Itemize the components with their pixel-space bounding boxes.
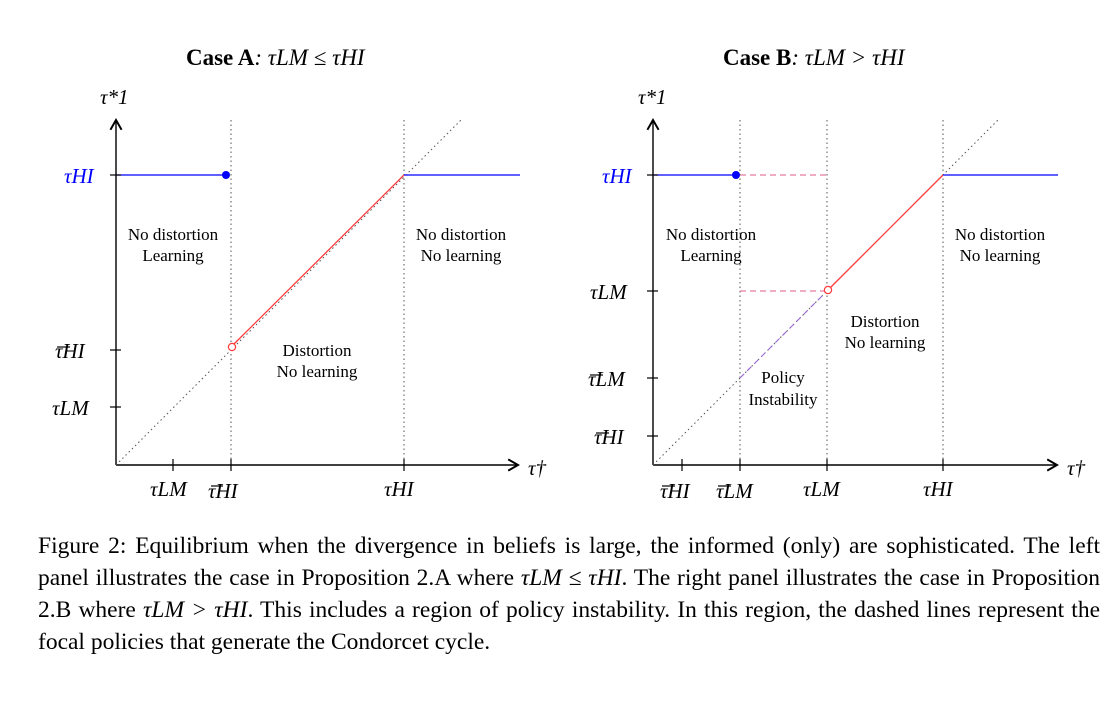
- svg-text:No distortion: No distortion: [955, 225, 1046, 244]
- panel-b-xtick-label-3: τLM: [803, 477, 841, 501]
- caption-part-3: . This includes a region of policy insta…: [38, 597, 1100, 655]
- panel-a-x-axis-label: τ†: [528, 456, 547, 480]
- panel-a-ytick-label-2: τHI: [55, 339, 86, 363]
- svg-text:No distortion: No distortion: [416, 225, 507, 244]
- panel-a-title: Case A: τLM ≤ τHI: [186, 45, 366, 70]
- panel-b-region-2: No distortion No learning: [955, 225, 1046, 265]
- panel-a-xtick-label-2: τHI: [208, 479, 239, 503]
- panel-b-open-dot: [823, 285, 833, 295]
- svg-text:No learning: No learning: [277, 362, 358, 381]
- panel-a-red-line: [233, 174, 405, 345]
- panel-b-region-4: Policy Instability: [749, 368, 818, 409]
- panel-b-ytick-label-2: τLM: [590, 280, 628, 304]
- panel-b-ytick-label-3: τLM: [588, 367, 626, 391]
- panel-b-title-bold: Case B: [723, 45, 791, 70]
- panel-b-xtick-label-1: τHI: [660, 479, 691, 503]
- panel-a-open-dot: [227, 342, 237, 352]
- panel-case-a: Case A: τLM ≤ τHI τ*1 τ† τHI τHI τLM τLM: [52, 45, 547, 503]
- panel-case-b: Case B: τLM > τHI τ*1 τ† τHI τLM τLM: [588, 45, 1086, 503]
- panel-a-title-bold: Case A: [186, 45, 255, 70]
- caption-math-2: τLM > τHI: [143, 597, 248, 623]
- svg-text:No distortion: No distortion: [128, 225, 219, 244]
- panel-a-y-axis-label: τ*1: [100, 85, 129, 109]
- panel-a-region-2: No distortion No learning: [416, 225, 507, 265]
- panel-a-region-3: Distortion No learning: [277, 341, 358, 381]
- caption-part-2: . The right panel illustrates the case i…: [38, 565, 1100, 623]
- panel-a-xtick-label-1: τLM: [150, 477, 188, 501]
- panel-b-title: Case B: τLM > τHI: [723, 45, 906, 70]
- figure-caption: Figure 2: Equilibrium when the divergenc…: [38, 530, 1100, 658]
- svg-text:Distortion: Distortion: [283, 341, 352, 360]
- svg-text:Learning: Learning: [142, 246, 204, 265]
- panel-a-ytick-label-1: τHI: [64, 164, 95, 188]
- panel-b-diagonal: [652, 118, 1000, 466]
- panel-b-x-axis-label: τ†: [1067, 456, 1086, 480]
- panel-a-diagonal: [115, 118, 463, 466]
- panel-b-blue-dot: [732, 171, 740, 179]
- panel-b-ytick-label-4: τHI: [594, 425, 625, 449]
- svg-text:Learning: Learning: [680, 246, 742, 265]
- panel-b-dash-diagonal: [739, 290, 828, 379]
- panel-b-region-1: No distortion Learning: [666, 225, 757, 265]
- panel-b-region-3: Distortion No learning: [845, 312, 926, 352]
- panel-b-y-axis-label: τ*1: [638, 85, 667, 109]
- panel-b-title-math: : τLM > τHI: [791, 45, 905, 70]
- svg-text:Instability: Instability: [749, 390, 818, 409]
- panel-a-region-1: No distortion Learning: [128, 225, 219, 265]
- svg-text:Policy: Policy: [761, 368, 805, 387]
- svg-text:No learning: No learning: [845, 333, 926, 352]
- panel-b-red-line: [829, 174, 944, 289]
- panel-a-xtick-label-3: τHI: [384, 477, 415, 501]
- svg-text:No learning: No learning: [960, 246, 1041, 265]
- caption-part-1: Figure 2: Equilibrium when the divergenc…: [38, 533, 1100, 591]
- caption-math-1: τLM ≤ τHI: [520, 565, 622, 591]
- panel-a-ytick-label-3: τLM: [52, 396, 90, 420]
- panel-a-blue-dot: [222, 171, 230, 179]
- svg-text:No learning: No learning: [421, 246, 502, 265]
- svg-text:No distortion: No distortion: [666, 225, 757, 244]
- panel-b-ytick-label-1: τHI: [602, 164, 633, 188]
- svg-text:Distortion: Distortion: [851, 312, 920, 331]
- panel-b-xtick-label-2: τLM: [716, 479, 754, 503]
- panel-a-title-math: : τLM ≤ τHI: [254, 45, 366, 70]
- panel-b-xtick-label-4: τHI: [923, 477, 954, 501]
